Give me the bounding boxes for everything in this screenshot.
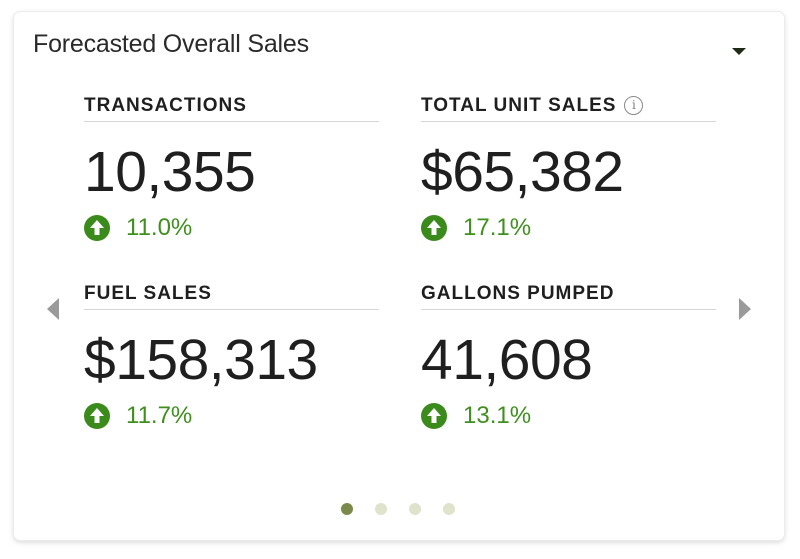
metric-value: 10,355 xyxy=(84,140,256,204)
metric-gallons-pumped: GALLONS PUMPED 41,608 13.1% xyxy=(421,280,716,430)
metric-change: 11.0% xyxy=(84,214,379,242)
page-dot-4[interactable] xyxy=(443,503,455,515)
change-percent: 17.1% xyxy=(463,214,532,241)
metric-label: FUEL SALES xyxy=(84,280,379,310)
card-title: Forecasted Overall Sales xyxy=(33,30,309,58)
arrow-up-icon xyxy=(421,215,447,241)
change-percent: 11.7% xyxy=(126,402,193,429)
forecast-card: Forecasted Overall Sales TRANSACTIONS 10… xyxy=(14,12,784,540)
chevron-left-icon[interactable] xyxy=(47,298,59,320)
arrow-up-icon xyxy=(84,403,110,429)
page-dot-3[interactable] xyxy=(409,503,421,515)
metric-value: $65,382 xyxy=(421,140,624,204)
arrow-up-icon xyxy=(421,403,447,429)
change-percent: 13.1% xyxy=(463,402,532,429)
page-dot-1[interactable] xyxy=(341,503,353,515)
arrow-up-icon xyxy=(84,215,110,241)
metric-label: TOTAL UNIT SALES i xyxy=(421,92,716,122)
page-dot-2[interactable] xyxy=(375,503,387,515)
caret-down-icon[interactable] xyxy=(732,48,746,55)
metric-value: 41,608 xyxy=(421,328,593,392)
chevron-right-icon[interactable] xyxy=(739,298,751,320)
metric-transactions: TRANSACTIONS 10,355 11.0% xyxy=(84,92,379,242)
metric-change: 11.7% xyxy=(84,402,379,430)
metric-label: GALLONS PUMPED xyxy=(421,280,716,310)
metric-label: TRANSACTIONS xyxy=(84,92,379,122)
change-percent: 11.0% xyxy=(126,214,193,241)
metric-change: 13.1% xyxy=(421,402,716,430)
metric-change: 17.1% xyxy=(421,214,716,242)
metric-total-unit-sales: TOTAL UNIT SALES i $65,382 17.1% xyxy=(421,92,716,242)
info-icon[interactable]: i xyxy=(624,96,644,115)
metric-fuel-sales: FUEL SALES $158,313 11.7% xyxy=(84,280,379,430)
carousel-pagination xyxy=(341,503,477,515)
metric-value: $158,313 xyxy=(84,328,318,392)
